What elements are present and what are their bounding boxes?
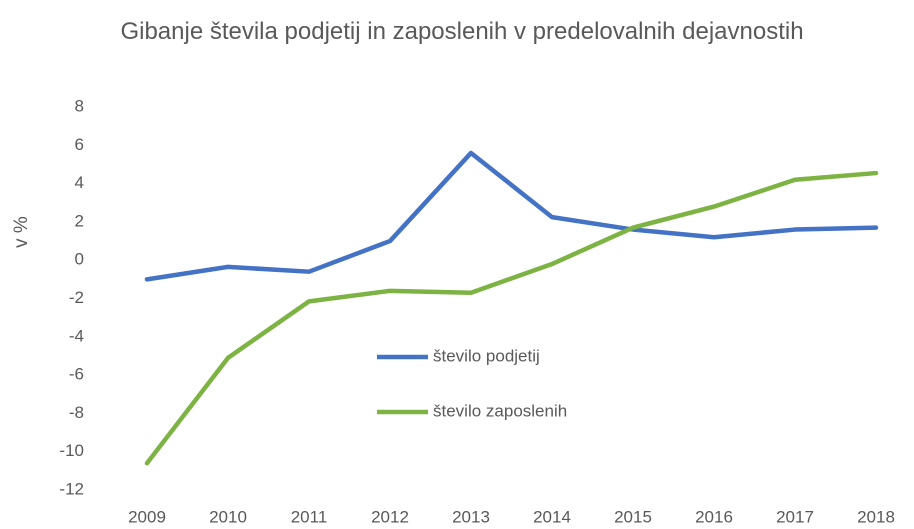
legend-label: število zaposlenih <box>433 401 567 420</box>
legend-label: število podjetij <box>433 346 540 365</box>
y-tick-label: -8 <box>69 403 84 422</box>
y-axis-label: v % <box>11 216 32 248</box>
x-tick-label: 2012 <box>371 507 409 526</box>
y-tick-label: 0 <box>75 250 84 269</box>
y-tick-label: -2 <box>69 288 84 307</box>
x-tick-label: 2014 <box>533 507 571 526</box>
y-tick-label: 2 <box>75 211 84 230</box>
x-tick-label: 2016 <box>695 507 733 526</box>
y-tick-label: -10 <box>59 441 84 460</box>
x-tick-label: 2018 <box>857 507 895 526</box>
y-tick-label: -4 <box>69 326 84 345</box>
x-tick-label: 2011 <box>291 507 328 526</box>
x-tick-label: 2009 <box>128 507 166 526</box>
y-tick-label: 4 <box>75 173 84 192</box>
y-tick-label: 8 <box>75 96 84 115</box>
chart-title: Gibanje števila podjetij in zaposlenih v… <box>120 18 804 45</box>
line <box>144 150 879 282</box>
x-tick-label: 2013 <box>452 507 490 526</box>
x-tick-label: 2015 <box>614 507 652 526</box>
y-tick-label: 6 <box>75 135 84 154</box>
x-tick-label: 2017 <box>776 507 814 526</box>
y-tick-label: -12 <box>59 479 84 498</box>
y-tick-label: -6 <box>69 365 84 384</box>
x-tick-label: 2010 <box>209 507 247 526</box>
line <box>144 170 879 466</box>
